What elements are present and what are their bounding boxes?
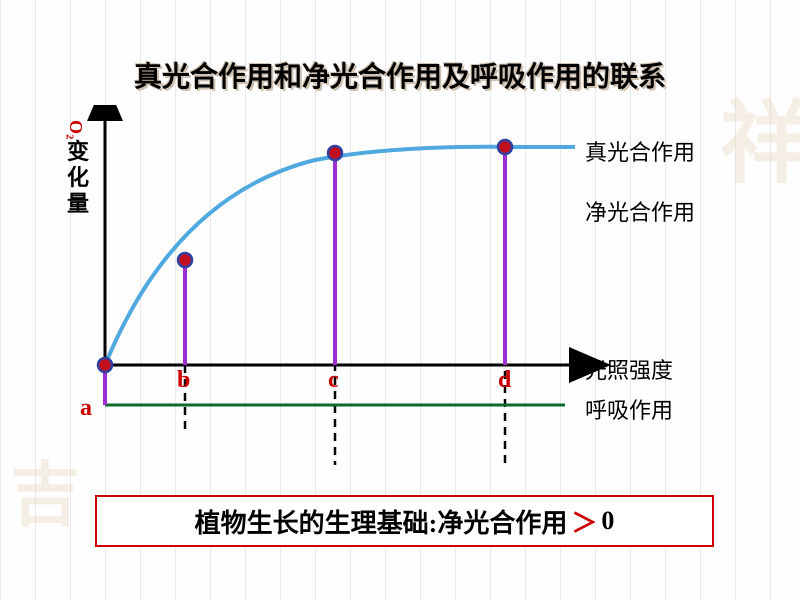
point-d xyxy=(498,140,512,154)
legend-resp: 呼吸作用 xyxy=(585,393,673,425)
point-b xyxy=(178,253,192,267)
y-axis-text: 变化量 xyxy=(64,139,89,217)
legend-true-ps: 真光合作用 xyxy=(585,135,695,167)
legend-net-ps: 净光合作用 xyxy=(585,195,695,227)
y-axis-label: O₂变化量 xyxy=(60,120,92,217)
tick-a: a xyxy=(80,395,92,422)
point-c xyxy=(328,146,342,160)
chart-area: O₂变化量 a b c d 光照强度 真光合作用 xyxy=(55,105,755,485)
tick-d: d xyxy=(498,367,511,394)
tick-b: b xyxy=(177,367,190,394)
footer-gt: ＞ xyxy=(571,503,597,540)
tick-c: c xyxy=(328,367,339,394)
footer-text: 植物生长的生理基础:净光合作用 xyxy=(195,503,568,540)
footer-statement: 植物生长的生理基础:净光合作用 ＞ 0 xyxy=(95,495,714,547)
footer-zero: 0 xyxy=(601,506,614,536)
point-a xyxy=(98,358,112,372)
o2-symbol: O₂ xyxy=(66,120,86,139)
x-axis-label: 光照强度 xyxy=(585,353,673,385)
page-title: 真光合作用和净光合作用及呼吸作用的联系 xyxy=(0,55,800,95)
